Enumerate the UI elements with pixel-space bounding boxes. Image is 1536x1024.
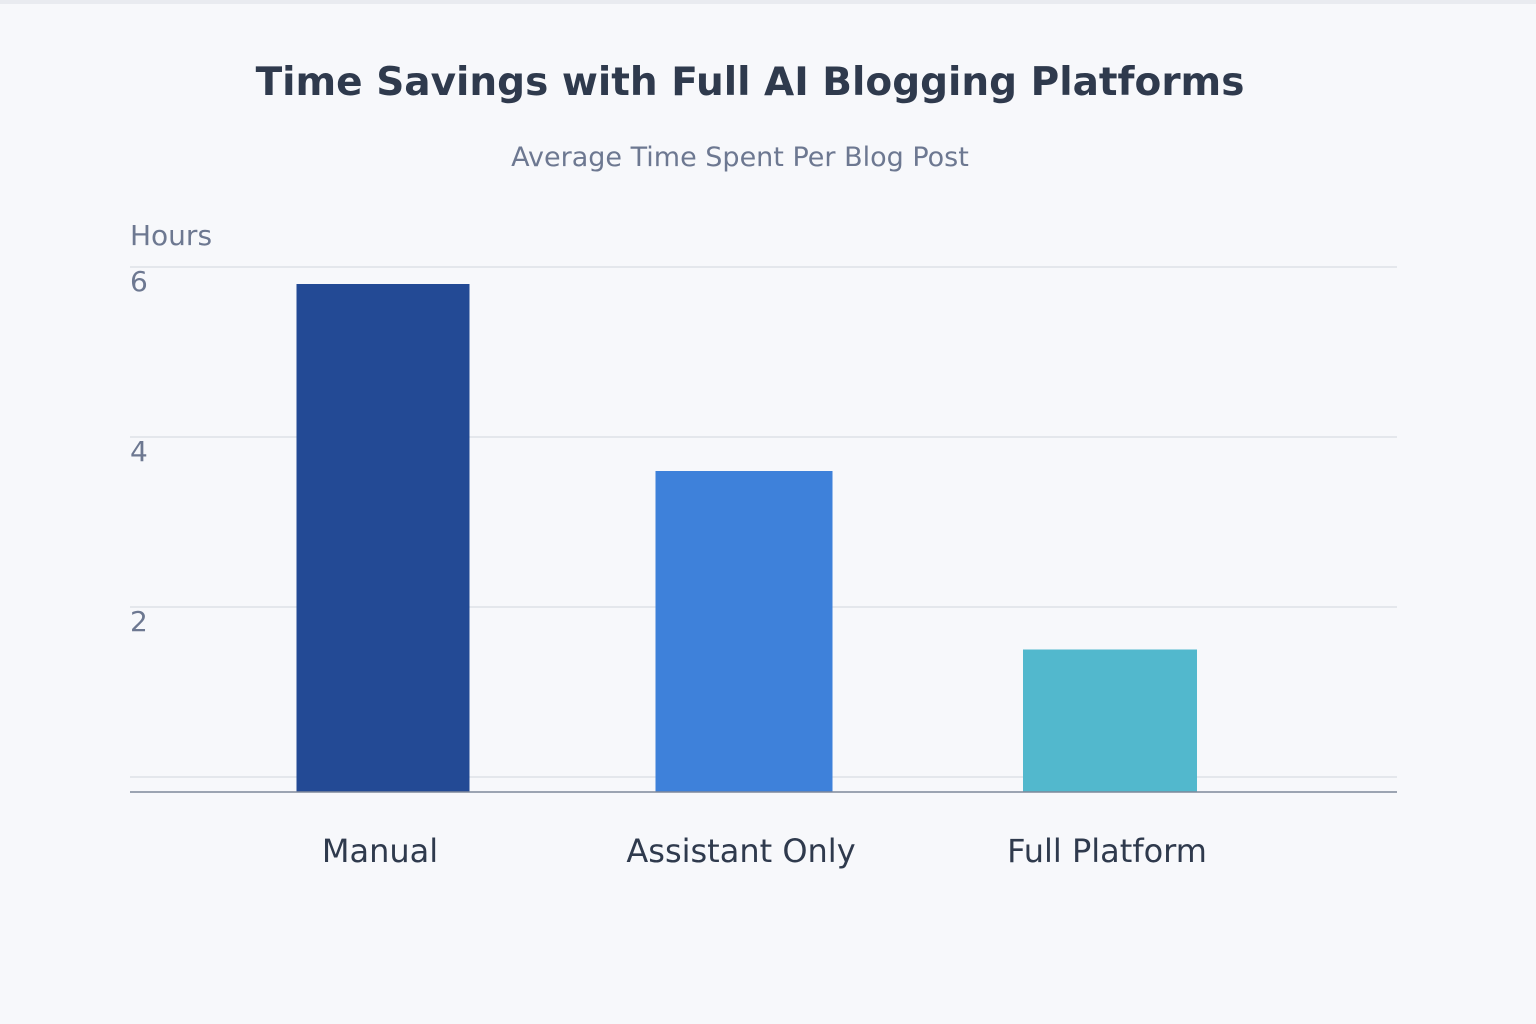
bar-manual [296, 284, 470, 792]
chart-subtitle: Average Time Spent Per Blog Post [511, 142, 969, 173]
top-border [0, 0, 1536, 4]
bars [296, 284, 1197, 792]
chart-title: Time Savings with Full AI Blogging Platf… [256, 60, 1245, 105]
x-tick-label-manual: Manual [322, 832, 438, 870]
tick-labels: 2 4 6 Manual Assistant Only Full Platform [130, 265, 1207, 870]
bar-assistant-only [655, 471, 833, 792]
y-axis-label: Hours [130, 219, 212, 252]
y-tick-label-2: 2 [130, 605, 148, 638]
y-tick-label-4: 4 [130, 435, 148, 468]
x-tick-label-full-platform: Full Platform [1007, 832, 1207, 870]
x-tick-label-assistant-only: Assistant Only [626, 832, 855, 870]
y-tick-label-6: 6 [130, 265, 148, 298]
bar-full-platform [1023, 649, 1197, 792]
